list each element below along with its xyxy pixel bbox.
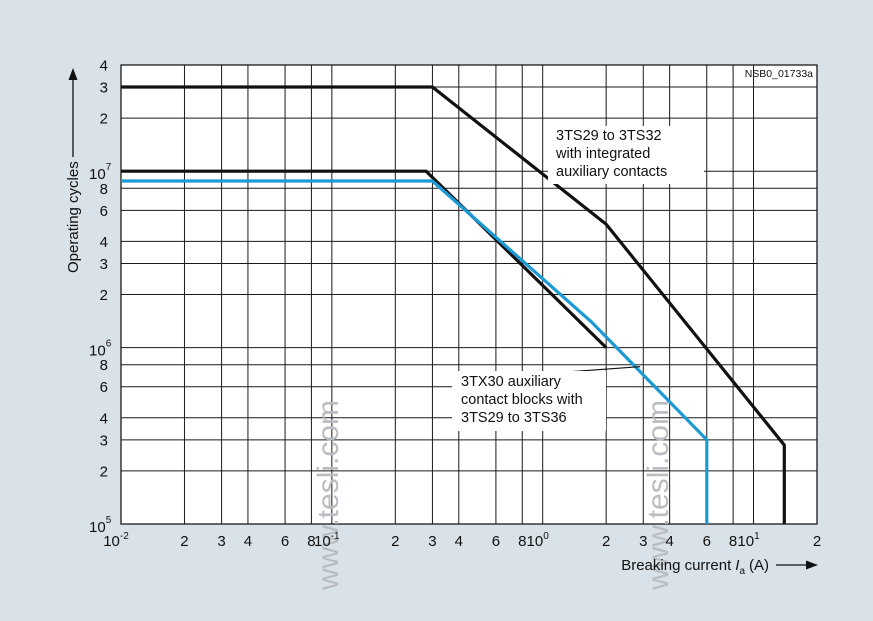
grid-lines: [120, 64, 818, 525]
series-group: [121, 85, 786, 524]
y-tick-label-7: 2: [100, 287, 108, 304]
annotation-2-line-2: contact blocks with: [461, 392, 583, 408]
annotation-group: 3TS29 to 3TS32 with integrated auxiliary c…: [452, 126, 704, 431]
annotation-box-2: [452, 371, 606, 431]
x-tick-label-12: 100: [527, 531, 550, 550]
x-tick-label-19: 2: [813, 533, 821, 550]
x-axis-label: Breaking current: [621, 557, 732, 574]
annotation-1-line-2: with integrated: [555, 146, 650, 162]
y-tick-label-12: 107: [89, 162, 112, 183]
x-tick-label-7: 2: [391, 533, 399, 550]
x-tick-label-13: 2: [602, 533, 610, 550]
x-axis-symbol: I: [735, 557, 739, 574]
x-axis-title: Breaking current Ia (A): [621, 557, 818, 577]
watermark-1: www.tesli.com: [312, 400, 345, 591]
series-line-2: [121, 169, 608, 349]
y-tick-label-10: 6: [100, 203, 108, 220]
y-axis-title: Operating cycles: [65, 68, 82, 273]
annotation-1-line-3: auxiliary contacts: [556, 164, 667, 180]
y-tick-label-0: 105: [89, 515, 112, 536]
x-tick-label-9: 4: [455, 533, 463, 550]
y-tick-label-15: 4: [100, 58, 108, 75]
x-tick-label-18: 101: [737, 531, 760, 550]
y-axis-label: Operating cycles: [65, 161, 82, 273]
x-tick-labels: 10-2 2 3 4 6 810-1 2 3 4 6 8 100 2 3 4 6 8 101 2: [103, 531, 821, 550]
corner-code: NSB0_01733a: [745, 68, 813, 80]
x-axis-subscript: a: [739, 566, 745, 577]
annotation-2-line-1: 3TX30 auxiliary: [461, 374, 562, 390]
y-tick-label-6: 106: [89, 339, 112, 360]
annotation-box-1: [548, 126, 704, 184]
series-line-1: [121, 85, 786, 524]
x-tick-label-0: 10-2: [103, 531, 129, 550]
x-tick-label-1: 2: [180, 533, 188, 550]
y-axis-arrowhead: [68, 68, 78, 80]
y-tick-label-11: 8: [100, 181, 108, 198]
watermark-2: www.tesli.com: [642, 400, 675, 591]
x-tick-label-8: 3: [428, 533, 436, 550]
y-tick-label-5: 8: [100, 357, 108, 374]
x-tick-label-14: 3: [639, 533, 647, 550]
y-tick-label-3: 4: [100, 410, 108, 427]
y-tick-label-14: 3: [100, 80, 108, 97]
y-tick-label-2: 3: [100, 432, 108, 449]
y-tick-label-8: 3: [100, 256, 108, 273]
annotation-1-line-1: 3TS29 to 3TS32: [556, 128, 662, 144]
x-tick-label-6: 10-1: [314, 531, 340, 550]
x-axis-unit: (A): [749, 557, 769, 574]
x-tick-label-4: 6: [281, 533, 289, 550]
annotation-2-line-3: 3TS29 to 3TS36: [461, 410, 567, 426]
x-tick-label-11: 8: [518, 533, 526, 550]
y-tick-label-4: 6: [100, 379, 108, 396]
x-tick-label-2: 3: [217, 533, 225, 550]
y-tick-label-1: 2: [100, 463, 108, 480]
x-tick-label-17: 8: [729, 533, 737, 550]
x-tick-label-16: 6: [703, 533, 711, 550]
x-tick-label-10: 6: [492, 533, 500, 550]
x-tick-label-5: 8: [307, 533, 315, 550]
x-tick-label-3: 4: [244, 533, 252, 550]
y-tick-label-9: 4: [100, 234, 108, 251]
x-axis-arrowhead: [806, 560, 818, 570]
y-tick-label-13: 2: [100, 111, 108, 128]
plot-frame: [120, 64, 818, 525]
watermark-group: www.tesli.com www.tesli.com: [312, 400, 675, 591]
x-tick-label-15: 4: [665, 533, 673, 550]
series-line-3: [121, 179, 709, 524]
